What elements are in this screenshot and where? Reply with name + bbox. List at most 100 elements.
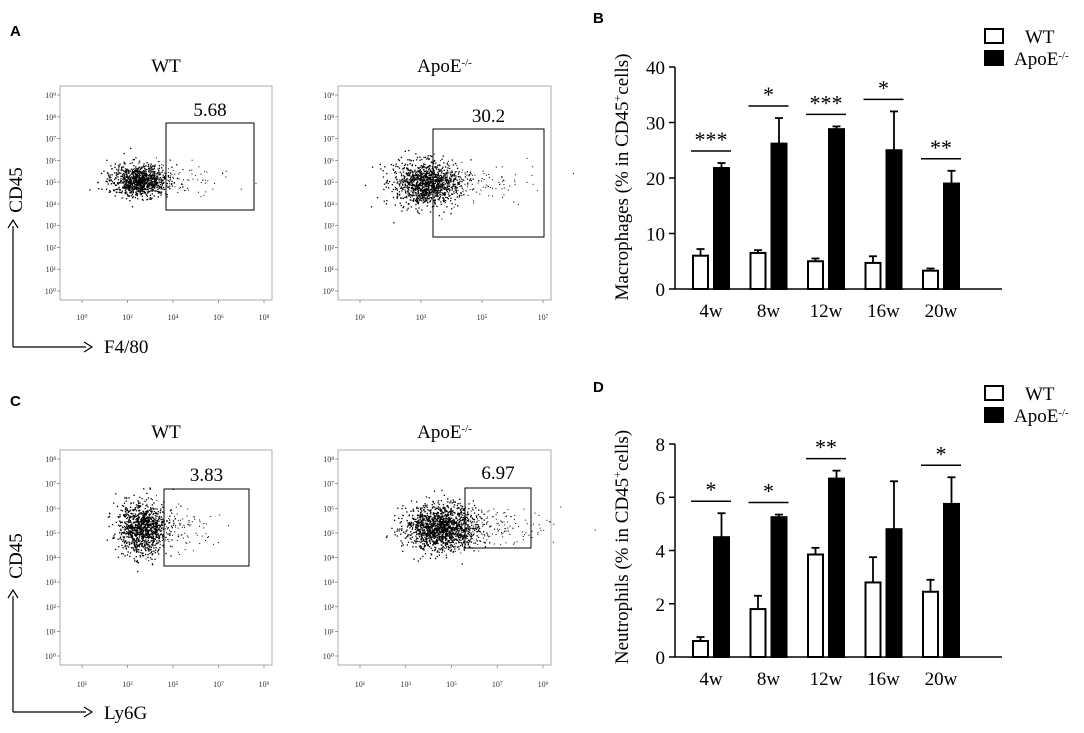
event-dot	[109, 516, 110, 517]
event-dot	[453, 506, 454, 507]
event-dot	[476, 524, 477, 525]
event-dot	[127, 545, 128, 546]
event-dot	[214, 183, 215, 184]
event-dot	[154, 511, 155, 512]
event-dot	[144, 527, 145, 528]
flow-a-2-events	[365, 150, 574, 224]
event-dot	[167, 194, 168, 195]
event-dot	[415, 172, 416, 173]
event-dot	[152, 187, 153, 188]
flow-c-1-gate-value: 3.83	[190, 465, 223, 486]
event-dot	[434, 547, 435, 548]
event-dot	[145, 165, 146, 166]
event-dot	[453, 499, 454, 500]
event-dot	[134, 181, 135, 182]
event-dot	[152, 554, 153, 555]
event-dot	[151, 519, 152, 520]
event-dot	[447, 171, 448, 172]
event-dot	[439, 180, 440, 181]
event-dot	[134, 172, 135, 173]
event-dot	[462, 545, 463, 546]
event-dot	[436, 513, 437, 514]
event-dot	[439, 538, 440, 539]
event-dot	[443, 518, 444, 519]
event-dot	[143, 171, 144, 172]
event-dot	[150, 180, 151, 181]
event-dot	[162, 540, 163, 541]
event-dot	[122, 191, 123, 192]
event-dot	[457, 193, 458, 194]
event-dot	[150, 549, 151, 550]
event-dot	[172, 527, 173, 528]
event-dot	[145, 547, 146, 548]
event-dot	[114, 179, 115, 180]
event-dot	[442, 159, 443, 160]
event-dot	[434, 183, 435, 184]
event-dot	[420, 509, 421, 510]
event-dot	[410, 194, 411, 195]
event-dot	[206, 172, 207, 173]
event-dot	[150, 511, 151, 512]
event-dot	[146, 493, 147, 494]
event-dot	[470, 536, 471, 537]
event-dot	[154, 533, 155, 534]
event-dot	[410, 200, 411, 201]
event-dot	[113, 502, 114, 503]
event-dot	[449, 537, 450, 538]
event-dot	[402, 163, 403, 164]
event-dot	[420, 190, 421, 191]
event-dot	[573, 173, 574, 174]
event-dot	[114, 534, 115, 535]
event-dot	[131, 543, 132, 544]
event-dot	[138, 506, 139, 507]
event-dot	[192, 174, 193, 175]
event-dot	[208, 536, 209, 537]
event-dot	[436, 174, 437, 175]
event-dot	[201, 174, 202, 175]
event-dot	[426, 195, 427, 196]
event-dot	[132, 529, 133, 530]
event-dot	[462, 191, 463, 192]
event-dot	[182, 527, 183, 528]
event-dot	[463, 524, 464, 525]
flow-c-2-ytick-label: 10²	[324, 603, 335, 612]
event-dot	[466, 190, 467, 191]
event-dot	[431, 197, 432, 198]
event-dot	[121, 532, 122, 533]
event-dot	[447, 188, 448, 189]
event-dot	[122, 176, 123, 177]
event-dot	[447, 167, 448, 168]
event-dot	[143, 523, 144, 524]
event-dot	[425, 193, 426, 194]
event-dot	[403, 182, 404, 183]
event-dot	[156, 535, 157, 536]
event-dot	[150, 529, 151, 530]
event-dot	[137, 571, 138, 572]
event-dot	[421, 185, 422, 186]
event-dot	[441, 172, 442, 173]
event-dot	[454, 540, 455, 541]
event-dot	[165, 528, 166, 529]
event-dot	[446, 176, 447, 177]
event-dot	[112, 524, 113, 525]
event-dot	[139, 513, 140, 514]
event-dot	[161, 516, 162, 517]
event-dot	[133, 159, 134, 160]
event-dot	[399, 184, 400, 185]
event-dot	[135, 525, 136, 526]
event-dot	[167, 520, 168, 521]
event-dot	[397, 166, 398, 167]
event-dot	[462, 170, 463, 171]
event-dot	[433, 513, 434, 514]
event-dot	[148, 164, 149, 165]
event-dot	[466, 514, 467, 515]
flow-c-1-xtick-label: 10¹	[77, 680, 88, 689]
event-dot	[130, 516, 131, 517]
event-dot	[130, 179, 131, 180]
event-dot	[438, 521, 439, 522]
event-dot	[123, 539, 124, 540]
event-dot	[173, 520, 174, 521]
event-dot	[419, 198, 420, 199]
event-dot	[118, 557, 119, 558]
event-dot	[470, 516, 471, 517]
